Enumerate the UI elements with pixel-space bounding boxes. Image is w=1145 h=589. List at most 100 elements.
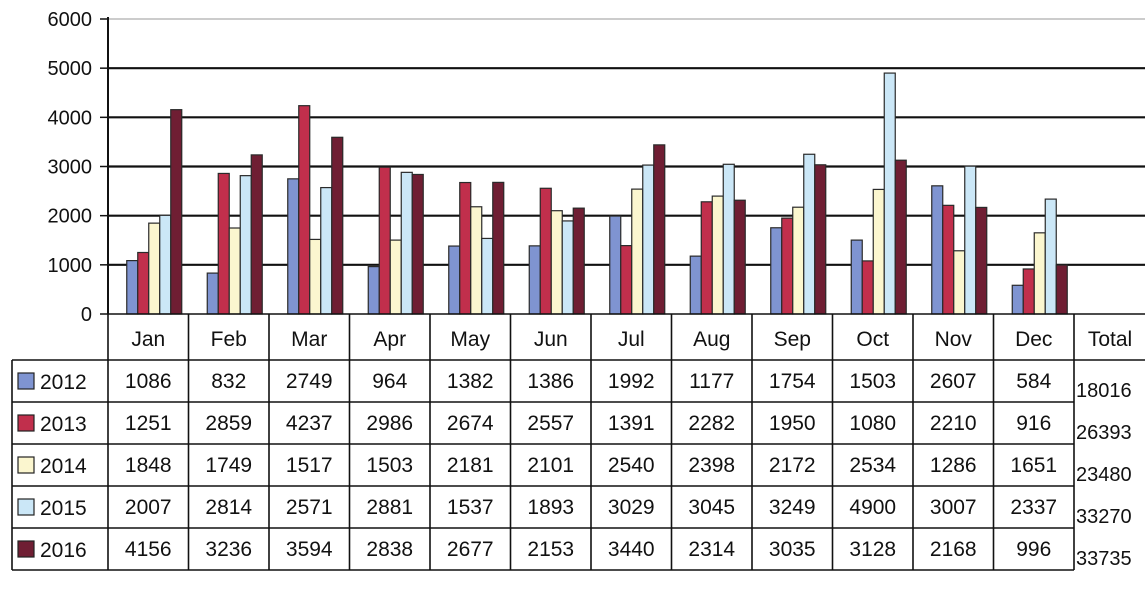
data-label: 2181 <box>447 454 494 477</box>
data-label: 2153 <box>527 538 574 561</box>
bar-2012-May <box>448 245 461 315</box>
bar-2014-Sep <box>792 206 805 315</box>
bar-2015-Oct <box>883 72 896 315</box>
legend-swatch-2012 <box>17 372 35 390</box>
bar-2015-Feb <box>239 175 252 315</box>
y-tick-label: 5000 <box>48 58 93 80</box>
bar-2013-Oct <box>861 260 874 315</box>
bar-2015-May <box>481 237 494 315</box>
bar-2015-Nov <box>964 165 977 315</box>
data-label: 3249 <box>769 496 816 519</box>
data-label: 1754 <box>769 370 816 393</box>
legend-swatch-2014 <box>17 456 35 474</box>
x-tick-label: Jul <box>618 328 645 351</box>
bar-2015-Mar <box>320 186 333 315</box>
y-tick-label: 4000 <box>48 107 93 129</box>
bar-2013-Aug <box>700 201 713 315</box>
data-label: 1080 <box>849 412 896 435</box>
bar-2012-Jul <box>609 215 622 315</box>
data-label: 4156 <box>125 538 172 561</box>
legend-swatch-2013 <box>17 414 35 432</box>
data-label: 2674 <box>447 412 494 435</box>
bar-2015-Jul <box>642 164 655 315</box>
data-label: 1503 <box>366 454 413 477</box>
data-label: 2168 <box>930 538 977 561</box>
bar-2012-Feb <box>206 272 219 315</box>
data-label: 2337 <box>1010 496 1057 519</box>
legend-label-2012: 2012 <box>40 371 87 394</box>
data-label: 1749 <box>205 454 252 477</box>
y-tick-label: 3000 <box>48 157 93 179</box>
x-tick-label: Oct <box>856 328 889 351</box>
bar-2015-Jan <box>159 214 172 315</box>
bar-2014-Nov <box>953 250 966 315</box>
data-label: 2101 <box>527 454 574 477</box>
data-label: 3029 <box>608 496 655 519</box>
legend-label-2013: 2013 <box>40 413 87 436</box>
bar-2016-Apr <box>411 173 424 315</box>
data-label: 1517 <box>286 454 333 477</box>
data-label: 1503 <box>849 370 896 393</box>
bar-2014-Aug <box>711 195 724 315</box>
data-label: 3128 <box>849 538 896 561</box>
x-tick-label: Apr <box>373 328 406 351</box>
x-tick-label: Mar <box>291 328 327 351</box>
x-tick-label: Jun <box>534 328 568 351</box>
x-tick-label: Jan <box>131 328 165 351</box>
data-label: 2986 <box>366 412 413 435</box>
x-tick-label: Aug <box>693 328 730 351</box>
legend-label-2016: 2016 <box>40 539 87 562</box>
bar-2016-Jan <box>170 109 183 315</box>
data-label: 2557 <box>527 412 574 435</box>
data-label: 3007 <box>930 496 977 519</box>
data-label: 964 <box>372 370 407 393</box>
total-value: 26393 <box>1076 422 1132 444</box>
data-label: 1391 <box>608 412 655 435</box>
bar-2014-Jan <box>148 222 161 315</box>
data-label: 1386 <box>527 370 574 393</box>
bar-2016-May <box>492 181 505 315</box>
total-value: 23480 <box>1076 464 1132 486</box>
data-label: 2859 <box>205 412 252 435</box>
data-label: 2007 <box>125 496 172 519</box>
bar-2014-Jul <box>631 188 644 315</box>
bar-2015-Sep <box>803 153 816 315</box>
bar-2013-Jul <box>620 245 633 315</box>
bar-2014-Apr <box>389 239 402 315</box>
x-tick-label: Nov <box>935 328 973 351</box>
data-label: 1537 <box>447 496 494 519</box>
bar-2015-Apr <box>400 171 413 315</box>
data-label: 3236 <box>205 538 252 561</box>
data-label: 2534 <box>849 454 896 477</box>
data-label: 3045 <box>688 496 735 519</box>
data-label: 2314 <box>688 538 735 561</box>
data-label: 2749 <box>286 370 333 393</box>
data-label: 1251 <box>125 412 172 435</box>
bar-2013-Mar <box>298 105 311 315</box>
data-label: 832 <box>211 370 246 393</box>
data-label: 3035 <box>769 538 816 561</box>
data-label: 1286 <box>930 454 977 477</box>
bar-2015-Jun <box>561 220 574 315</box>
data-label: 3594 <box>286 538 333 561</box>
bar-2012-Nov <box>931 185 944 315</box>
total-header: Total <box>1088 328 1132 351</box>
bar-2012-Apr <box>367 266 380 315</box>
data-label: 1177 <box>689 370 734 393</box>
bar-2016-Mar <box>331 136 344 315</box>
bar-2012-Jan <box>126 260 139 315</box>
data-label: 2210 <box>930 412 977 435</box>
bar-2016-Oct <box>894 159 907 315</box>
bar-2014-Jun <box>550 210 563 315</box>
total-value: 33270 <box>1076 506 1132 528</box>
legend-label-2014: 2014 <box>40 455 87 478</box>
legend-swatch-2015 <box>17 498 35 516</box>
total-value: 18016 <box>1076 380 1132 402</box>
bar-2013-Apr <box>378 166 391 315</box>
y-tick-label: 0 <box>81 304 92 326</box>
bar-2012-Dec <box>1011 284 1024 315</box>
bar-2016-Aug <box>733 199 746 315</box>
legend-label-2015: 2015 <box>40 497 87 520</box>
bar-2014-Feb <box>228 227 241 315</box>
data-label: 2838 <box>366 538 413 561</box>
